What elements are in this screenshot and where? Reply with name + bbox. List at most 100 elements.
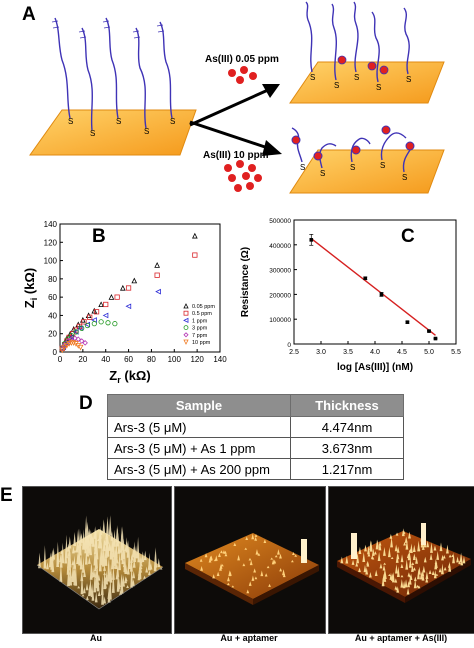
afm-peak [292, 552, 295, 556]
data-point [66, 341, 72, 347]
gold-surface-left [29, 109, 197, 156]
data-point [105, 320, 111, 326]
afm-peak [87, 530, 90, 539]
afm-peak [122, 538, 126, 559]
legend-label: 3 ppm [192, 326, 208, 332]
afm-peak [408, 531, 411, 539]
y-tick-label: 20 [48, 330, 57, 339]
legend-label: 0.05 ppm [192, 304, 215, 310]
label-as-low: As(III) 0.05 ppm [205, 54, 279, 65]
afm-peak [209, 555, 213, 560]
thiol-labels-top: S S S S S [310, 73, 411, 92]
afm-peak [383, 547, 386, 556]
svg-text:S: S [116, 117, 121, 126]
legend-label: 0.5 ppm [192, 311, 212, 317]
afm-peak [451, 554, 455, 557]
thiol-labels-bottom: S S S S S [300, 161, 407, 182]
afm-peak [390, 556, 394, 559]
x-tick-label: 40 [101, 355, 110, 364]
afm-peak [220, 550, 223, 554]
afm-peak [388, 573, 391, 577]
afm-peak [447, 563, 451, 568]
afm-peak [76, 543, 80, 549]
afm-peak [268, 583, 271, 587]
afm-peak [443, 566, 447, 571]
data-point [433, 336, 438, 341]
afm-peak [94, 552, 98, 570]
data-point [61, 341, 68, 348]
afm-peak [407, 572, 411, 577]
afm-peak [154, 547, 158, 568]
legend-label: 7 ppm [192, 333, 208, 339]
data-point [64, 342, 70, 349]
afm-peak [396, 566, 400, 577]
svg-text:S: S [350, 163, 355, 172]
data-point [82, 340, 88, 346]
afm-peak [115, 572, 119, 580]
afm-peak [106, 540, 110, 556]
afm-peak [415, 556, 418, 564]
data-point [84, 322, 91, 329]
afm-peak [117, 539, 121, 544]
afm-peak [141, 551, 145, 562]
afm-peak [408, 575, 412, 585]
afm-peak [78, 533, 82, 546]
thickness-cell: 3.673nm [290, 437, 404, 459]
afm-peak [404, 536, 408, 543]
afm-peak [120, 573, 123, 588]
afm-peak [74, 562, 78, 586]
y-tick-label: 400000 [269, 243, 291, 250]
afm-peak [88, 530, 92, 547]
fit-line [310, 238, 436, 336]
afm-image-au-aptamer-as [328, 486, 474, 634]
y-tick-label: 100000 [269, 317, 291, 324]
afm-peak [251, 575, 255, 581]
afm-peak [404, 579, 408, 588]
afm-peak [77, 585, 81, 589]
afm-peak [108, 541, 111, 551]
afm-peak [394, 544, 398, 552]
afm-peak [111, 556, 115, 560]
afm-peak [73, 549, 77, 553]
afm-peak [90, 563, 94, 578]
afm-peak [204, 553, 208, 558]
plot-frame [293, 219, 457, 345]
afm-peak [345, 555, 349, 564]
series-0-05-ppm [59, 232, 198, 351]
afm-peak [365, 566, 369, 575]
afm-peak [340, 556, 344, 564]
x-tick-label: 4.0 [370, 349, 380, 356]
afm-peak [400, 578, 404, 588]
afm-peak [257, 552, 261, 556]
afm-peak [421, 569, 425, 577]
afm-peak [92, 566, 96, 578]
afm-peak [143, 550, 147, 561]
svg-text:S: S [320, 169, 325, 178]
afm-peak [362, 552, 366, 563]
afm-peak [69, 567, 73, 586]
afm-peak [100, 555, 104, 566]
as-ions-high [224, 160, 262, 192]
afm-peak [68, 551, 72, 568]
afm-peak [84, 550, 88, 565]
afm-peak [294, 554, 298, 557]
afm-peak [264, 573, 268, 577]
svg-text:S: S [144, 127, 149, 136]
data-point [192, 252, 198, 258]
afm-peak [369, 540, 373, 552]
afm-peak [260, 570, 264, 577]
afm-peak [133, 541, 136, 562]
afm-peak [438, 567, 442, 573]
series-0-5-ppm [59, 252, 198, 351]
afm-peak [367, 545, 370, 555]
afm-peak [80, 573, 84, 595]
afm-peak [378, 541, 382, 551]
afm-peak [226, 582, 230, 586]
afm-peak [83, 569, 86, 578]
header-sample: Sample [107, 394, 291, 417]
svg-text:S: S [310, 73, 315, 82]
nyquist-chart: 0 20 40 60 80 100 120 140 0 20 40 60 80 100 120 140 Zr (… [22, 220, 227, 385]
x-tick-label: 60 [124, 355, 133, 364]
afm-peak [84, 515, 88, 539]
afm-peak [425, 571, 429, 580]
